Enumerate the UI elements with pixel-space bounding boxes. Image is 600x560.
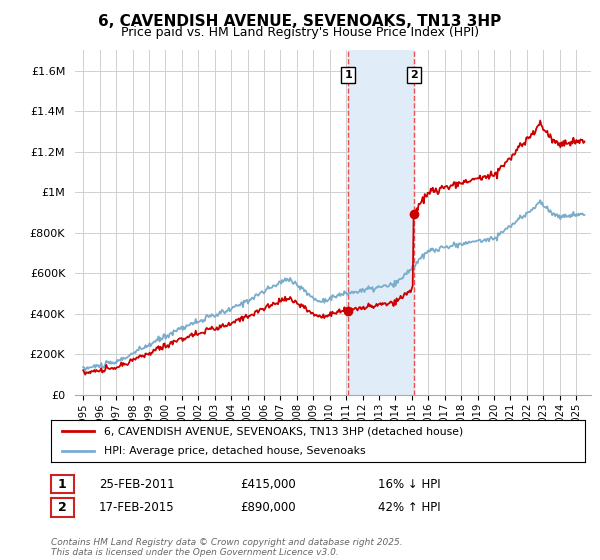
Text: 6, CAVENDISH AVENUE, SEVENOAKS, TN13 3HP (detached house): 6, CAVENDISH AVENUE, SEVENOAKS, TN13 3HP…: [104, 426, 464, 436]
Bar: [348, 50, 414, 395]
Text: 2: 2: [58, 501, 67, 514]
Text: 1: 1: [58, 478, 67, 491]
Text: £415,000: £415,000: [240, 478, 296, 491]
Text: 1: 1: [344, 69, 352, 80]
Text: Price paid vs. HM Land Registry's House Price Index (HPI): Price paid vs. HM Land Registry's House …: [121, 26, 479, 39]
Text: 2: 2: [410, 69, 418, 80]
Text: £890,000: £890,000: [240, 501, 296, 515]
Text: 25-FEB-2011: 25-FEB-2011: [99, 478, 175, 491]
Text: 6, CAVENDISH AVENUE, SEVENOAKS, TN13 3HP: 6, CAVENDISH AVENUE, SEVENOAKS, TN13 3HP: [98, 14, 502, 29]
Text: 42% ↑ HPI: 42% ↑ HPI: [378, 501, 440, 515]
Text: 17-FEB-2015: 17-FEB-2015: [99, 501, 175, 515]
Text: 16% ↓ HPI: 16% ↓ HPI: [378, 478, 440, 491]
Text: Contains HM Land Registry data © Crown copyright and database right 2025.
This d: Contains HM Land Registry data © Crown c…: [51, 538, 403, 557]
Text: HPI: Average price, detached house, Sevenoaks: HPI: Average price, detached house, Seve…: [104, 446, 366, 456]
